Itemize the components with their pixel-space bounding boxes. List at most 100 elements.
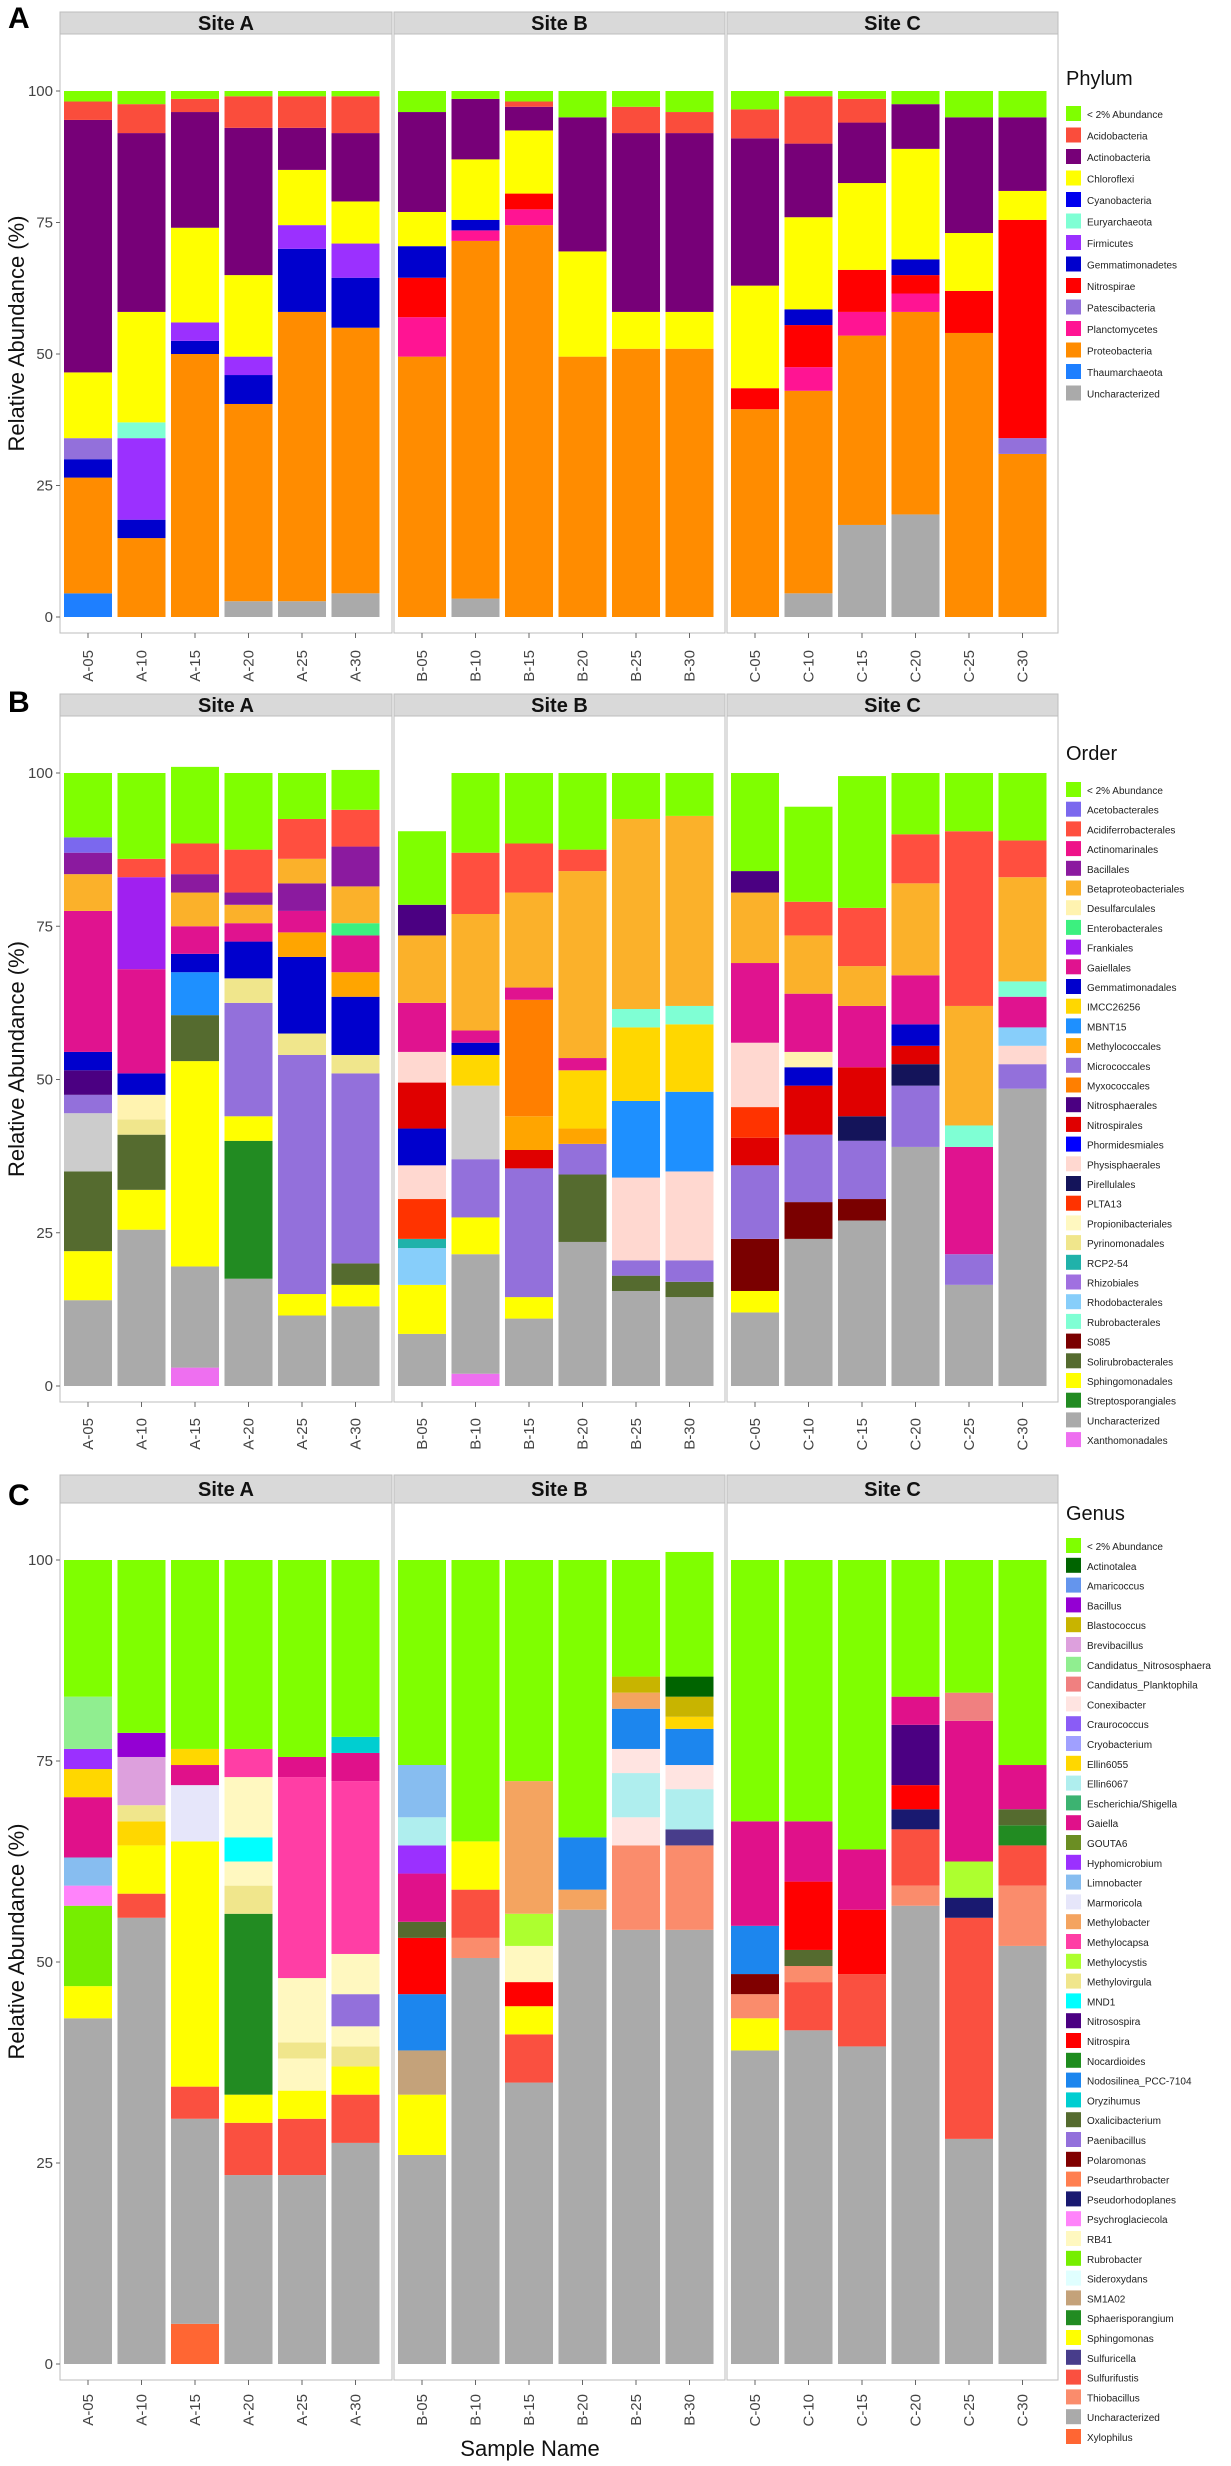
bar-segment (558, 1837, 607, 1890)
legend-label: Sphingomonadales (1087, 1377, 1173, 1388)
bar-segment (998, 1064, 1047, 1089)
legend-swatch (1066, 2270, 1081, 2286)
legend-swatch (1066, 979, 1081, 994)
bar-segment (665, 1281, 714, 1298)
y-tick-label: 25 (36, 478, 53, 495)
bar-segment (278, 1054, 326, 1295)
legend-swatch (1066, 127, 1081, 143)
y-tick-label: 50 (36, 346, 53, 363)
bar-segment (171, 112, 219, 228)
bar-segment (998, 981, 1047, 997)
legend-label: Gaiella (1087, 1819, 1119, 1830)
bar-segment (998, 1027, 1047, 1046)
bar-segment (224, 356, 273, 376)
legend-label: MND1 (1087, 1997, 1116, 2008)
legend-label: RCP2-54 (1087, 1259, 1129, 1270)
bar-segment (451, 1159, 500, 1218)
bar-segment (505, 1945, 553, 1983)
legend-swatch (1066, 998, 1081, 1014)
bar-segment (731, 871, 779, 893)
legend-swatch (1066, 2072, 1081, 2088)
legend-label: Uncharacterized (1087, 390, 1160, 401)
bar-segment (171, 926, 219, 954)
legend-swatch (1066, 860, 1081, 876)
bar-segment (838, 524, 886, 617)
bar-segment (891, 1085, 940, 1147)
bar-segment (505, 1116, 553, 1150)
bar-segment (64, 1696, 112, 1749)
bar-segment (64, 91, 112, 102)
x-tick-label: A-10 (134, 650, 151, 682)
y-tick-label: 75 (36, 215, 53, 232)
bar-segment (451, 1373, 500, 1386)
legend-swatch (1066, 1136, 1081, 1152)
legend-label: Myxococcales (1087, 1082, 1150, 1093)
bar-segment (224, 127, 273, 276)
legend-swatch (1066, 1775, 1081, 1791)
legend-swatch (1066, 1874, 1081, 1890)
bar-segment (558, 773, 607, 850)
legend-label: Nocardioides (1087, 2057, 1145, 2068)
bar-segment (505, 130, 553, 194)
legend-label: Acetobacterales (1087, 806, 1159, 817)
x-tick-label: C-05 (747, 650, 764, 683)
bar-segment (398, 1333, 446, 1386)
bar-segment (665, 1297, 714, 1386)
x-tick-label: C-25 (961, 1418, 978, 1451)
bar-segment (665, 133, 714, 312)
bar-segment (891, 1560, 940, 1697)
legend-swatch (1066, 1254, 1081, 1270)
bar-segment (224, 773, 273, 850)
bar-segment (398, 1921, 446, 1938)
bar-segment (224, 892, 273, 905)
bar-segment (64, 1560, 112, 1697)
bar-segment (612, 1845, 660, 1930)
bar-segment (64, 1857, 112, 1886)
legend-label: Methylobacter (1087, 1918, 1150, 1929)
x-tick-label: A-15 (187, 650, 204, 682)
x-tick-label: A-15 (187, 2394, 204, 2426)
legend-swatch (1066, 1156, 1081, 1172)
bar-segment (558, 1909, 607, 2364)
legend-label: Rubrobacterales (1087, 1318, 1160, 1329)
bar-segment (505, 1168, 553, 1298)
bar-segment (278, 858, 326, 884)
legend-label: Frankiales (1087, 944, 1133, 955)
panel-letter: A (8, 2, 30, 35)
bar-segment (731, 285, 779, 389)
legend-label: Nodosilinea_PCC-7104 (1087, 2077, 1192, 2088)
legend-swatch (1066, 342, 1081, 358)
bar-segment (331, 886, 380, 924)
x-tick-label: B-05 (414, 1418, 431, 1450)
facet-strip-label: Site B (531, 695, 588, 717)
legend-swatch (1066, 1392, 1081, 1408)
bar-segment (558, 1058, 607, 1071)
bar-segment (945, 1284, 993, 1386)
bar-segment (838, 966, 886, 1006)
bar-segment (331, 2094, 380, 2143)
bar-segment (838, 335, 886, 525)
bar-segment (278, 169, 326, 226)
legend-label: Rhodobacterales (1087, 1298, 1163, 1309)
x-tick-label: B-25 (628, 1418, 645, 1450)
legend-label: Amaricoccus (1087, 1582, 1144, 1593)
bar-segment (891, 259, 940, 276)
bar-segment (398, 935, 446, 1003)
bar-segment (505, 1781, 553, 1914)
bar-segment (117, 91, 166, 105)
bar-segment (505, 2034, 553, 2083)
bar-segment (224, 2094, 273, 2123)
bar-segment (64, 874, 112, 911)
bar-segment (558, 1241, 607, 1386)
legend-label: Craurococcus (1087, 1720, 1149, 1731)
y-tick-label: 25 (36, 2155, 53, 2172)
bar-segment (612, 1692, 660, 1709)
bar-segment (224, 1748, 273, 1778)
bar-segment (731, 1238, 779, 1291)
bar-segment (731, 963, 779, 1043)
legend-swatch (1066, 1018, 1081, 1034)
bar-segment (451, 1957, 500, 2364)
bar-segment (171, 1765, 219, 1786)
legend-label: Actinomarinales (1087, 845, 1158, 856)
bar-segment (171, 892, 219, 927)
